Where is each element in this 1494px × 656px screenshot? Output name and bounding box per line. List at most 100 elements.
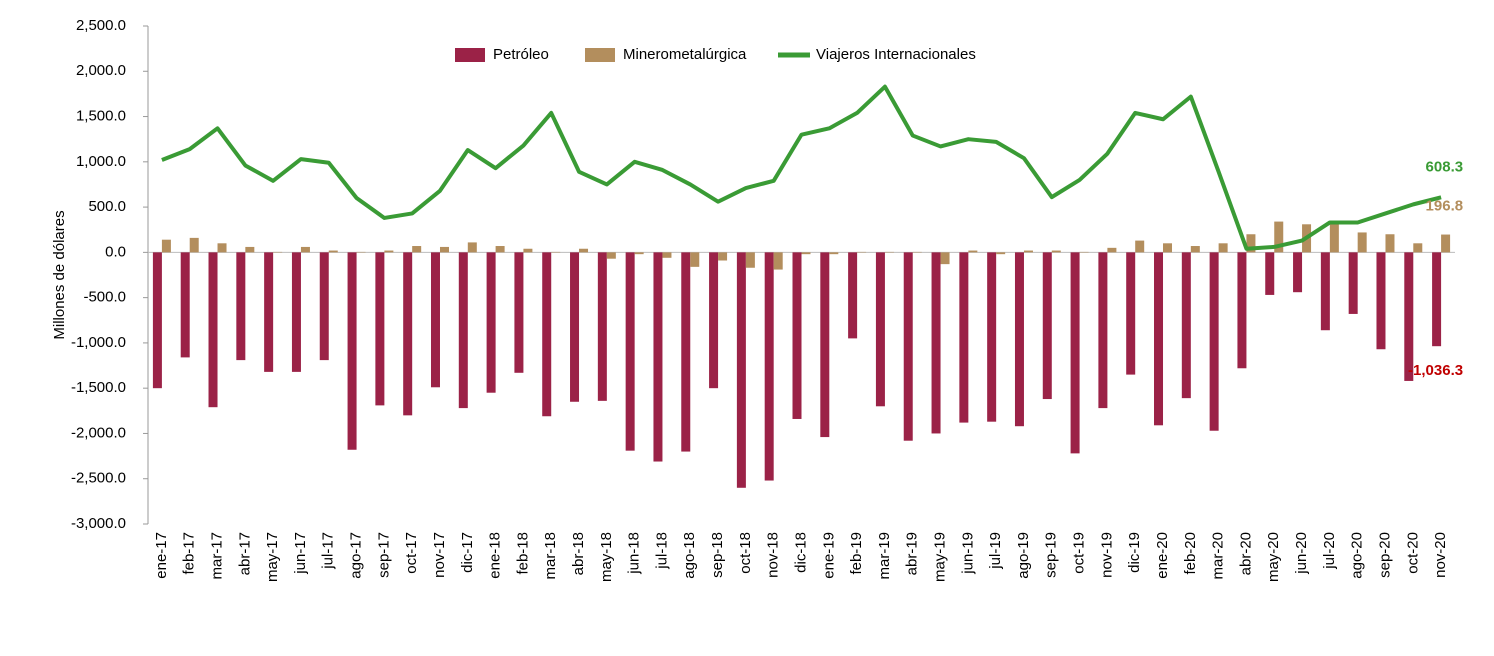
bar	[403, 252, 413, 416]
legend-swatch	[585, 48, 615, 62]
x-tick-label: oct-19	[1071, 532, 1088, 574]
bar	[1181, 252, 1191, 399]
bar	[1385, 234, 1395, 253]
bar	[347, 252, 357, 450]
x-tick-label: sep-18	[709, 532, 726, 578]
x-tick-label: dic-19	[1126, 532, 1143, 573]
bar	[1329, 223, 1339, 253]
bar	[570, 252, 580, 402]
bar	[152, 252, 162, 389]
bar	[217, 243, 227, 253]
x-tick-label: sep-19	[1043, 532, 1060, 578]
x-tick-label: jul-18	[653, 532, 670, 570]
y-tick-label: 1,000.0	[76, 153, 126, 170]
legend-label: Petróleo	[493, 46, 549, 63]
bar	[208, 252, 218, 408]
bar	[681, 252, 691, 452]
bar	[940, 252, 950, 265]
x-tick-label: feb-18	[514, 532, 531, 575]
x-tick-label: mar-20	[1210, 532, 1227, 580]
bar	[996, 252, 1006, 255]
bar	[1023, 250, 1033, 253]
bar	[161, 239, 171, 253]
bar	[1246, 234, 1256, 253]
bar	[709, 252, 719, 389]
x-tick-label: jun-19	[959, 532, 976, 575]
bar	[1274, 221, 1284, 253]
x-tick-label: mar-18	[542, 532, 559, 580]
legend-swatch	[455, 48, 485, 62]
x-tick-label: ene-19	[820, 532, 837, 579]
bar	[467, 242, 477, 253]
bar	[718, 252, 728, 261]
x-tick-label: nov-17	[431, 532, 448, 578]
data-label: 608.3	[1426, 158, 1464, 175]
bar	[773, 252, 783, 270]
bar	[1098, 252, 1108, 409]
bar	[1154, 252, 1164, 426]
bar	[1190, 246, 1200, 253]
legend-label: Minerometalúrgica	[623, 46, 747, 63]
bar	[597, 252, 607, 401]
bar	[514, 252, 524, 373]
x-tick-label: oct-18	[737, 532, 754, 574]
x-tick-label: dic-18	[792, 532, 809, 573]
bar	[903, 252, 913, 441]
x-tick-label: jul-17	[320, 532, 337, 570]
line	[161, 84, 1442, 251]
bar	[180, 252, 190, 358]
bar	[1126, 252, 1136, 375]
x-tick-label: feb-20	[1182, 532, 1199, 575]
bar	[745, 252, 755, 268]
x-tick-label: nov-19	[1098, 532, 1115, 578]
bar	[1051, 250, 1061, 253]
bar	[430, 252, 440, 388]
bar	[1218, 243, 1228, 253]
bar	[264, 252, 274, 372]
x-tick-label: may-18	[598, 532, 615, 582]
bar	[1135, 240, 1145, 253]
bar	[736, 252, 746, 488]
bar	[384, 250, 394, 253]
y-tick-label: -3,000.0	[71, 515, 126, 532]
bar	[764, 252, 774, 481]
bar	[1348, 252, 1358, 314]
x-tick-label: oct-17	[403, 532, 420, 574]
bar	[495, 246, 505, 253]
bar	[1376, 252, 1386, 350]
bar	[1357, 232, 1367, 253]
bar	[439, 246, 449, 253]
y-tick-label: 500.0	[88, 198, 126, 215]
x-tick-label: ago-19	[1015, 532, 1032, 579]
x-tick-label: sep-20	[1376, 532, 1393, 578]
x-tick-label: ago-18	[681, 532, 698, 579]
data-label: -1,036.3	[1408, 362, 1463, 379]
x-tick-label: abr-19	[904, 532, 921, 575]
x-tick-label: may-19	[932, 532, 949, 582]
y-tick-label: -1,500.0	[71, 379, 126, 396]
bar	[1014, 252, 1024, 427]
x-tick-label: ago-17	[348, 532, 365, 579]
bar	[579, 248, 589, 253]
bar	[634, 252, 644, 255]
bar	[690, 252, 700, 267]
bar	[1070, 252, 1080, 454]
bar	[245, 246, 255, 253]
bar	[1209, 252, 1219, 431]
x-tick-label: may-17	[264, 532, 281, 582]
x-tick-label: dic-17	[459, 532, 476, 573]
x-tick-label: abr-17	[236, 532, 253, 575]
x-tick-label: ene-18	[487, 532, 504, 579]
x-tick-label: ago-20	[1349, 532, 1366, 579]
bar	[1432, 252, 1442, 347]
bar	[1042, 252, 1052, 400]
bar	[792, 252, 802, 419]
bar	[291, 252, 301, 372]
bar	[987, 252, 997, 422]
bar	[1237, 252, 1247, 369]
x-tick-label: abr-20	[1237, 532, 1254, 575]
bar	[542, 252, 552, 417]
bar	[931, 252, 941, 434]
x-tick-label: ene-17	[153, 532, 170, 579]
x-tick-label: jul-20	[1321, 532, 1338, 570]
